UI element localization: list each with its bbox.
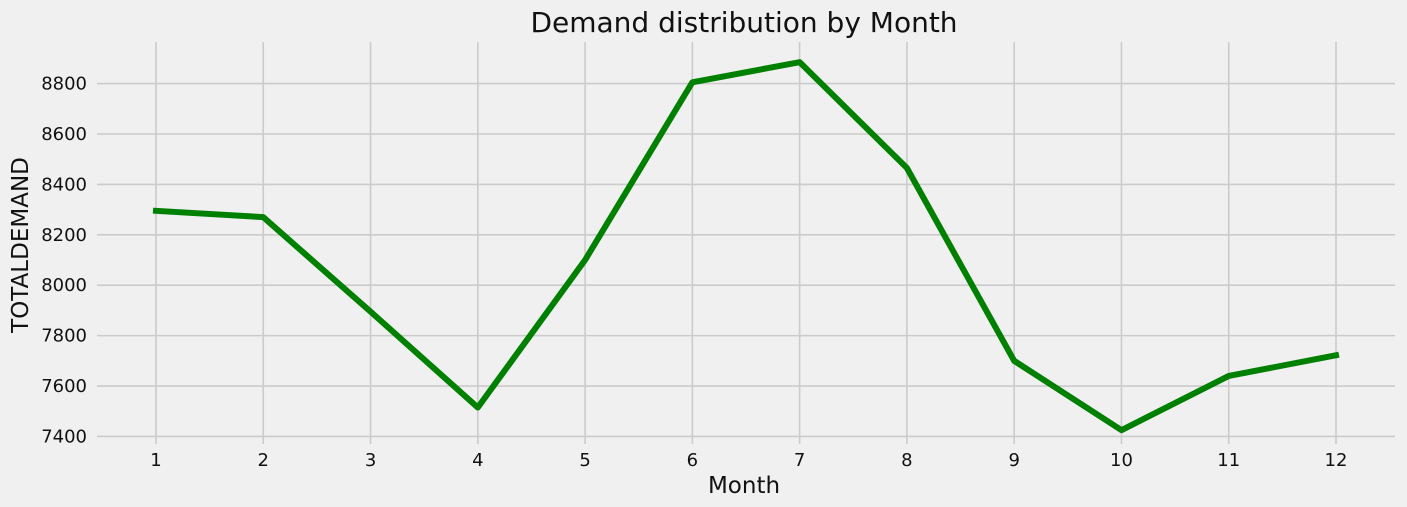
y-tick-label-1: 7400 <box>41 426 87 447</box>
chart-title: Demand distribution by Month <box>530 6 957 39</box>
tick-layer: 1 2 3 4 5 6 7 8 9 10 11 127400760078008000820084008… <box>41 74 1347 471</box>
x-tick-label-9: 9 <box>1008 450 1019 471</box>
x-tick-label-12: 12 <box>1325 450 1348 471</box>
grid-layer <box>97 42 1395 444</box>
x-tick-label-10: 10 <box>1110 450 1133 471</box>
x-tick-label-7: 7 <box>794 450 805 471</box>
x-axis-label: Month <box>708 473 780 499</box>
x-tick-label-3: 3 <box>365 450 376 471</box>
y-tick-label-4: 8000 <box>41 275 87 296</box>
x-tick-label-4: 4 <box>472 450 483 471</box>
x-tick-label-1: 1 <box>150 450 161 471</box>
x-tick-label-8: 8 <box>901 450 912 471</box>
y-tick-label-5: 8200 <box>41 225 87 246</box>
x-tick-label-6: 6 <box>687 450 698 471</box>
x-tick-label-2: 2 <box>258 450 269 471</box>
y-axis-label: TOTALDEMAND <box>8 157 34 334</box>
x-tick-label-11: 11 <box>1217 450 1240 471</box>
series-line <box>152 59 1340 434</box>
x-tick-label-5: 5 <box>579 450 590 471</box>
y-tick-label-6: 8400 <box>41 174 87 195</box>
y-tick-label-2: 7600 <box>41 376 87 397</box>
y-tick-label-7: 8600 <box>41 124 87 145</box>
y-tick-label-3: 7800 <box>41 326 87 347</box>
y-tick-label-8: 8800 <box>41 74 87 95</box>
